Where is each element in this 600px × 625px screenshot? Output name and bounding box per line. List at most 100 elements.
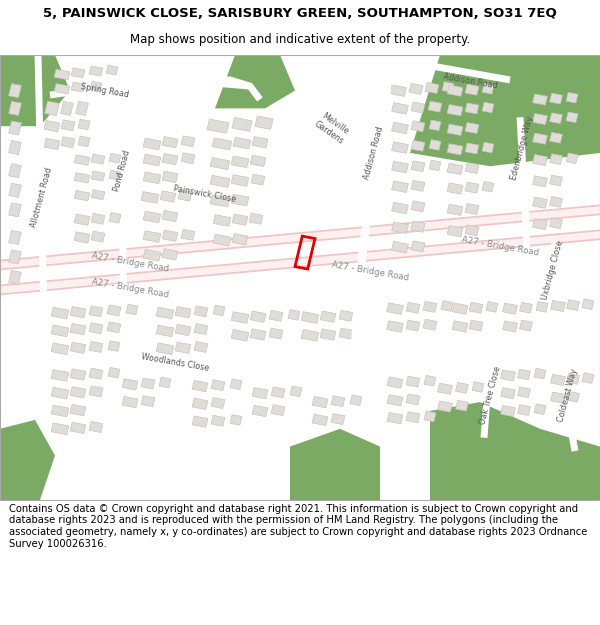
Polygon shape [387, 377, 403, 388]
Polygon shape [70, 387, 86, 398]
Polygon shape [143, 231, 161, 242]
Polygon shape [550, 175, 562, 186]
Polygon shape [78, 136, 90, 147]
Polygon shape [442, 82, 454, 92]
Polygon shape [482, 102, 494, 112]
Polygon shape [582, 372, 594, 383]
Polygon shape [231, 194, 249, 206]
Polygon shape [312, 414, 328, 426]
Polygon shape [232, 234, 248, 245]
Polygon shape [550, 132, 562, 143]
Polygon shape [8, 121, 22, 135]
Polygon shape [392, 241, 409, 253]
Polygon shape [74, 155, 90, 165]
Polygon shape [175, 342, 191, 354]
Polygon shape [162, 137, 178, 148]
Polygon shape [312, 396, 328, 408]
Polygon shape [500, 406, 515, 416]
Polygon shape [482, 84, 494, 94]
Text: Addison Road: Addison Road [362, 125, 385, 181]
Polygon shape [0, 420, 55, 500]
Polygon shape [424, 376, 436, 386]
Polygon shape [447, 226, 463, 237]
Polygon shape [192, 381, 208, 392]
Polygon shape [411, 221, 425, 232]
Polygon shape [566, 300, 580, 311]
Text: Addison Road: Addison Road [442, 72, 498, 91]
Polygon shape [566, 153, 578, 164]
Polygon shape [411, 201, 425, 212]
Polygon shape [126, 304, 138, 315]
Polygon shape [44, 121, 60, 132]
Polygon shape [162, 171, 178, 182]
Polygon shape [411, 102, 425, 113]
Polygon shape [192, 398, 208, 409]
Polygon shape [429, 160, 441, 171]
Polygon shape [520, 302, 532, 313]
Polygon shape [520, 320, 532, 331]
Polygon shape [230, 414, 242, 425]
Polygon shape [160, 191, 176, 202]
Polygon shape [550, 93, 562, 104]
Polygon shape [465, 182, 479, 193]
Polygon shape [482, 181, 494, 192]
Polygon shape [74, 173, 90, 183]
Polygon shape [107, 322, 121, 332]
Polygon shape [162, 211, 178, 222]
Polygon shape [271, 387, 285, 398]
Polygon shape [232, 214, 248, 225]
Polygon shape [339, 310, 353, 321]
Polygon shape [500, 370, 515, 381]
Polygon shape [8, 271, 22, 284]
Polygon shape [210, 158, 230, 169]
Polygon shape [231, 312, 249, 323]
Polygon shape [455, 400, 469, 411]
Polygon shape [447, 104, 463, 116]
Polygon shape [533, 197, 547, 208]
Text: Coldeast Way: Coldeast Way [557, 368, 580, 423]
Polygon shape [109, 153, 121, 163]
Polygon shape [250, 311, 266, 322]
Text: Spring Road: Spring Road [80, 82, 130, 99]
Polygon shape [156, 325, 174, 337]
Polygon shape [425, 82, 439, 93]
Polygon shape [108, 341, 120, 351]
Polygon shape [61, 137, 75, 148]
Polygon shape [211, 398, 225, 409]
Polygon shape [175, 324, 191, 336]
Polygon shape [392, 142, 409, 153]
Polygon shape [447, 183, 463, 194]
Polygon shape [550, 154, 562, 164]
Polygon shape [54, 84, 70, 94]
Polygon shape [0, 206, 600, 269]
Polygon shape [106, 65, 118, 75]
Polygon shape [143, 172, 161, 184]
Polygon shape [44, 101, 59, 116]
Polygon shape [159, 378, 171, 388]
Polygon shape [70, 369, 86, 380]
Polygon shape [428, 101, 442, 112]
Polygon shape [465, 162, 479, 174]
Polygon shape [71, 82, 85, 92]
Text: A27 - Bridge Road: A27 - Bridge Road [91, 277, 169, 299]
Polygon shape [290, 386, 302, 397]
Polygon shape [392, 161, 409, 173]
Polygon shape [44, 138, 60, 149]
Polygon shape [143, 249, 161, 261]
Polygon shape [536, 302, 548, 312]
Polygon shape [533, 133, 547, 144]
Polygon shape [533, 219, 547, 229]
Polygon shape [70, 342, 86, 354]
Polygon shape [231, 329, 249, 341]
Polygon shape [211, 416, 225, 426]
Polygon shape [0, 204, 600, 271]
Polygon shape [386, 321, 403, 332]
Polygon shape [406, 302, 420, 313]
Polygon shape [441, 301, 453, 311]
Polygon shape [392, 181, 409, 192]
Polygon shape [109, 213, 121, 223]
Polygon shape [141, 396, 155, 407]
Polygon shape [0, 229, 600, 295]
Polygon shape [250, 155, 266, 166]
Polygon shape [89, 322, 103, 334]
